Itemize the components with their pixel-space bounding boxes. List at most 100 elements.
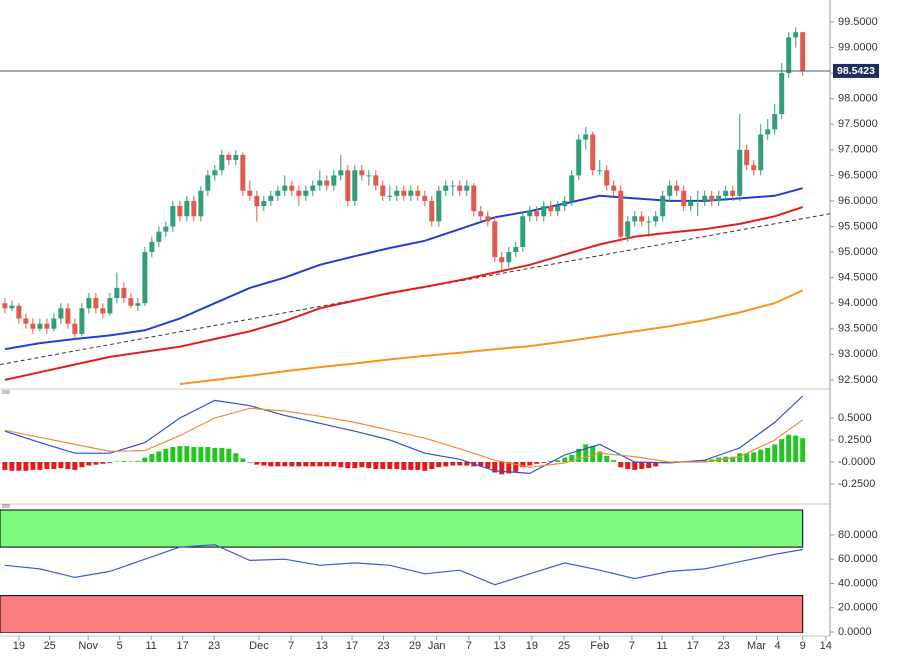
histogram-bar <box>352 461 358 469</box>
candle-body <box>695 200 701 202</box>
candle-body <box>702 195 708 201</box>
histogram-bar <box>359 461 365 468</box>
indicator-line <box>4 407 804 468</box>
candle-body <box>352 170 358 201</box>
y-tick-label: 96.5000 <box>838 169 878 181</box>
candle-body <box>226 154 232 161</box>
candle-body <box>583 134 589 140</box>
candle-body <box>674 185 680 191</box>
x-tick-label: 4 <box>774 640 780 652</box>
histogram-bar <box>191 447 197 462</box>
histogram-bar <box>65 461 71 470</box>
histogram-bar <box>51 461 57 470</box>
candle-body <box>513 246 519 253</box>
candle-body <box>303 190 309 196</box>
y-tick-label: 94.5000 <box>838 272 878 284</box>
histogram-bar <box>520 461 526 468</box>
x-tick-label: 17 <box>177 640 189 652</box>
candle-body <box>555 206 561 212</box>
candle-body <box>569 175 575 201</box>
histogram-bar <box>37 461 43 470</box>
histogram-bar <box>268 461 274 467</box>
candle-body <box>464 185 470 191</box>
histogram-bar <box>296 461 302 467</box>
x-tick-label: 11 <box>656 640 667 652</box>
histogram-bar <box>569 454 575 462</box>
x-tick-label: Jan <box>428 640 446 652</box>
candle-body <box>772 114 778 130</box>
panel <box>0 27 830 385</box>
candle-body <box>618 190 624 237</box>
last-price-box <box>833 63 879 78</box>
x-tick-label: 7 <box>629 640 635 652</box>
candle-body <box>16 305 22 319</box>
candle-body <box>205 175 211 191</box>
x-tick-label: 9 <box>800 640 806 652</box>
candle-body <box>443 185 449 191</box>
candle-body <box>121 287 127 299</box>
histogram-bar <box>702 460 708 462</box>
candle-body <box>611 185 617 191</box>
candle-body <box>30 323 36 329</box>
candle-body <box>646 221 652 223</box>
histogram-bar <box>142 457 148 462</box>
candle-body <box>9 305 15 309</box>
candle-body <box>170 206 176 227</box>
candle-body <box>534 211 540 217</box>
x-tick-label: Dec <box>249 640 269 652</box>
histogram-bar <box>765 447 771 462</box>
overbought-zone <box>0 509 804 548</box>
histogram-bar <box>751 452 757 462</box>
y-tick-label: 98.0000 <box>838 93 878 105</box>
candle-body <box>254 195 260 207</box>
histogram-bar <box>576 448 582 462</box>
candle-body <box>429 200 435 222</box>
histogram-bar <box>219 447 225 462</box>
candle-body <box>422 195 428 201</box>
panel <box>0 509 804 633</box>
candle-body <box>149 241 155 253</box>
histogram-bar <box>226 448 232 462</box>
last-price-label: 98.5423 <box>837 65 875 77</box>
y-tick-label: 94.0000 <box>838 297 878 309</box>
candle-body <box>198 190 204 217</box>
candle-body <box>485 216 491 222</box>
candle-body <box>751 165 757 171</box>
candle-body <box>758 134 764 171</box>
candle-body <box>744 149 750 166</box>
x-tick-label: 7 <box>288 640 294 652</box>
candle-body <box>779 73 785 115</box>
indicator-line <box>4 206 804 381</box>
candle-body <box>163 226 169 232</box>
x-tick-label: 23 <box>718 640 730 652</box>
y-tick-label: -0.0000 <box>838 456 875 468</box>
candle-body <box>331 175 337 186</box>
histogram-bar <box>30 461 36 470</box>
candle-body <box>681 190 687 207</box>
y-tick-label: 95.0000 <box>838 246 878 258</box>
histogram-bar <box>394 461 400 470</box>
x-tick-label: 13 <box>494 640 506 652</box>
candle-body <box>275 190 281 196</box>
candle-body <box>72 323 78 334</box>
histogram-bar <box>415 461 421 470</box>
candle-body <box>58 308 64 319</box>
candle-body <box>457 185 463 191</box>
candle-body <box>65 308 71 324</box>
histogram-bar <box>366 461 372 469</box>
histogram-bar <box>254 461 260 465</box>
candle-body <box>93 298 99 309</box>
y-tick-label: 99.5000 <box>838 16 878 28</box>
x-tick-label: 11 <box>145 640 156 652</box>
candle-body <box>639 216 645 222</box>
histogram-bar <box>618 461 624 468</box>
x-tick-label: 29 <box>409 640 421 652</box>
x-tick-label: 19 <box>526 640 538 652</box>
candle-body <box>527 211 533 217</box>
candle-body <box>324 180 330 186</box>
histogram-bar <box>303 461 309 467</box>
histogram-bar <box>212 447 218 462</box>
y-tick-label: 95.5000 <box>838 220 878 232</box>
